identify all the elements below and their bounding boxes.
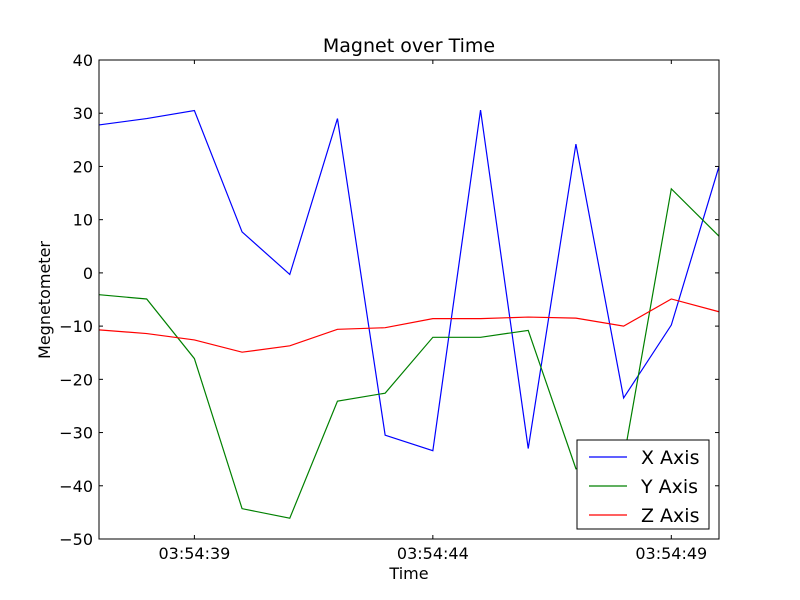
y-tick-label: 30 — [73, 104, 93, 123]
x-axis-label: Time — [388, 564, 428, 583]
y-tick-label: −40 — [59, 477, 93, 496]
x-tick-label: 03:54:39 — [158, 544, 230, 563]
legend-label-y-axis: Y Axis — [640, 476, 698, 498]
legend-label-x-axis: X Axis — [641, 447, 699, 469]
x-tick-label: 03:54:49 — [635, 544, 707, 563]
plot-frame — [98, 59, 720, 540]
y-tick-label: 0 — [83, 264, 93, 283]
y-tick-label: −50 — [59, 530, 93, 549]
series-line-z-axis — [98, 298, 720, 353]
y-axis: −50 −40 −30 −20 −10 0 10 20 30 40 — [59, 51, 719, 549]
legend: X Axis Y Axis Z Axis — [576, 439, 710, 530]
legend-label-z-axis: Z Axis — [641, 505, 699, 527]
y-tick-label: −20 — [59, 370, 93, 389]
y-tick-label: 10 — [73, 211, 93, 230]
y-axis-label: Megnetometer — [35, 241, 54, 359]
y-tick-label: −10 — [59, 317, 93, 336]
legend-box — [576, 439, 710, 530]
y-tick-label: −30 — [59, 424, 93, 443]
y-tick-label: 40 — [73, 51, 93, 70]
y-tick-label: 20 — [73, 157, 93, 176]
x-tick-label: 03:54:44 — [397, 544, 469, 563]
x-axis: 03:54:39 03:54:44 03:54:49 — [158, 60, 707, 563]
series-line-x-axis — [98, 109, 720, 452]
chart-title: Magnet over Time — [323, 35, 495, 57]
